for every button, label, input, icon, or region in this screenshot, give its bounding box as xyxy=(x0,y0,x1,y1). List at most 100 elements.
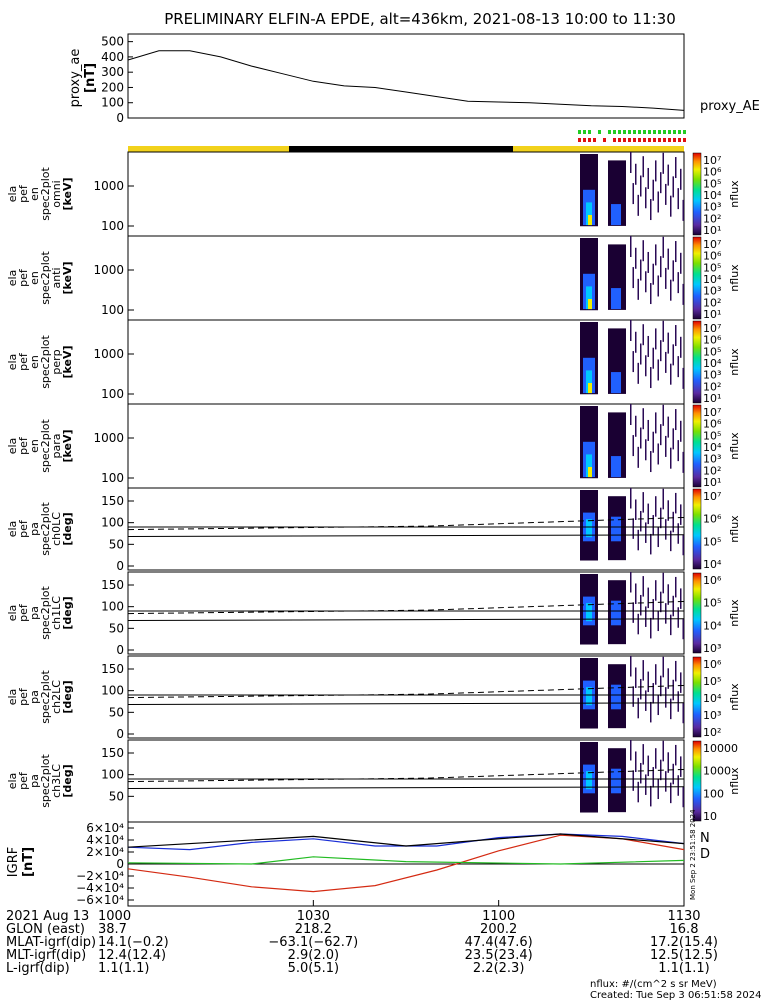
spectrum-streak xyxy=(680,420,682,442)
spectrum-streak xyxy=(655,328,657,350)
anti-loss-cone-line xyxy=(127,516,685,531)
spectrum-streak xyxy=(662,320,664,342)
ae-ytick-label: 100 xyxy=(101,96,124,110)
spec-panel-0-colorbar-tick: 10⁶ xyxy=(703,166,722,179)
pa-ytick-label: 150 xyxy=(101,494,124,508)
spectrum-streak xyxy=(682,451,684,473)
spectrum-streak xyxy=(682,367,684,389)
spec-panel-0-ylabel-line: ela xyxy=(6,186,19,203)
annotation-row-label: MLAT-igrf(dip) xyxy=(6,935,96,950)
spectrum-streak xyxy=(655,496,657,517)
annotation-row-value: 16.8 xyxy=(670,922,699,937)
pa-panel-2-ylabel-line: pa xyxy=(28,690,41,704)
pa-panel-2-colorbar-tick: 10³ xyxy=(703,709,721,722)
pa-panel-0-colorbar-tick: 10⁴ xyxy=(703,558,722,571)
annotation-row-value: 23.5(23.4) xyxy=(465,948,533,963)
ae-ytick-label: 0 xyxy=(116,111,124,125)
spectrum-streak xyxy=(632,518,634,539)
pa-panel-0-ylabel-line: [deg] xyxy=(61,512,74,545)
spectrum-streak xyxy=(660,256,662,278)
spec-panel-3-ylabel-line: [keV] xyxy=(61,429,74,462)
spectrum-streak xyxy=(680,588,682,609)
spectrum-streak xyxy=(657,694,659,716)
spectrum-streak xyxy=(635,667,637,688)
spectrum-streak xyxy=(680,672,682,693)
zone-marker-green xyxy=(678,130,681,134)
spec-panel-1-colorbar-tick: 10⁶ xyxy=(703,250,722,263)
pa-panel-3-ylabel-line: pa xyxy=(28,774,41,788)
spectrum-streak xyxy=(657,526,659,548)
spectrum-streak xyxy=(630,740,632,761)
data-gap xyxy=(600,321,603,403)
spectrum-streak xyxy=(677,691,679,712)
spec-ytick-label: 1000 xyxy=(93,347,124,361)
spec-panel-2-colorbar-tick: 10³ xyxy=(703,369,721,382)
spec-panel-2: 1000100elapefenspec2plotperp[keV]10⁷10⁶1… xyxy=(6,319,741,405)
pa-panel-0-colorbar-label: nflux xyxy=(728,515,741,543)
spectrum-streak xyxy=(642,240,644,262)
pa-panel-0-ylabel-line: spec2plot xyxy=(39,502,52,556)
spectrum-block xyxy=(586,454,592,478)
spec-panel-2-colorbar-tick: 10¹ xyxy=(703,392,721,405)
spectrum-streak xyxy=(635,415,637,437)
pa-panel-2-colorbar-tick: 10⁵ xyxy=(703,675,721,688)
pa-panel-1-colorbar-label: nflux xyxy=(728,599,741,627)
annotation-row-label: L-igrf(dip) xyxy=(6,961,70,976)
spectrum-streak xyxy=(667,416,669,438)
pa-panel-0-ylabel-line: ela xyxy=(6,521,19,538)
spectrum-streak xyxy=(672,428,674,450)
spectrum-streak xyxy=(637,278,639,300)
igrf-legend-d: D xyxy=(700,847,710,862)
spec-panel-3-ylabel-line: pef xyxy=(17,436,30,455)
spectrum-streak xyxy=(682,786,684,808)
spectrum-block xyxy=(588,383,592,394)
pa-panel-1-ylabel-line: pa xyxy=(28,606,41,620)
pa-panel-3-colorbar xyxy=(692,740,702,822)
spectrum-streak xyxy=(640,510,642,532)
annotation-row-value: 2.2(2.3) xyxy=(473,961,525,976)
spectrum-streak xyxy=(632,351,634,373)
annotation-row-value: 200.2 xyxy=(480,922,517,937)
spectrum-streak xyxy=(680,504,682,525)
spectrum-streak xyxy=(675,660,677,682)
spectrum-streak xyxy=(655,412,657,434)
spectrum-streak xyxy=(645,187,647,209)
spec-panel-2-colorbar-tick: 10⁵ xyxy=(703,345,721,358)
spec-panel-0-ylabel-line: spec2plot xyxy=(39,167,52,221)
data-gap xyxy=(600,405,603,487)
spectrum-streak xyxy=(655,580,657,601)
pa-panel-0-colorbar xyxy=(692,488,702,570)
spectrum-streak xyxy=(637,781,639,803)
pa-ytick-label: 100 xyxy=(101,684,124,698)
spectrum-streak xyxy=(635,499,637,520)
zone-marker-red xyxy=(633,138,636,142)
spectrum-block xyxy=(611,600,621,626)
zone-marker-red xyxy=(678,138,681,142)
zone-marker-red xyxy=(593,138,596,142)
spectrum-streak xyxy=(652,179,654,201)
pa-panel-1-colorbar-tick: 10⁶ xyxy=(703,574,722,587)
pa-panel-1-colorbar-tick: 10³ xyxy=(703,642,721,655)
spectrum-streak xyxy=(675,409,677,431)
zone-marker-green xyxy=(623,130,626,134)
spectrum-streak xyxy=(645,271,647,293)
data-gap xyxy=(600,573,603,653)
pa-panel-1-colorbar-tick: 10⁵ xyxy=(703,597,721,610)
zone-marker-red xyxy=(648,138,651,142)
spec-panel-3-colorbar xyxy=(692,404,702,488)
spectrum-streak xyxy=(660,340,662,362)
science-zone-markers xyxy=(578,130,686,142)
spectrum-streak xyxy=(657,191,659,213)
ae-ytick-label: 200 xyxy=(101,80,124,94)
spectrum-block xyxy=(611,456,621,478)
spec-panel-2-colorbar-tick: 10² xyxy=(703,380,721,393)
pa-panel-1-ylabel-line: pef xyxy=(17,603,30,622)
spec-panel-0-colorbar-label: nflux xyxy=(728,180,741,208)
pa-panel-0-ylabel-line: pef xyxy=(17,519,30,538)
pa-panel-1-ylabel-line: ela xyxy=(6,605,19,622)
spectrum-streak xyxy=(647,419,649,441)
spectrum-streak xyxy=(655,244,657,266)
